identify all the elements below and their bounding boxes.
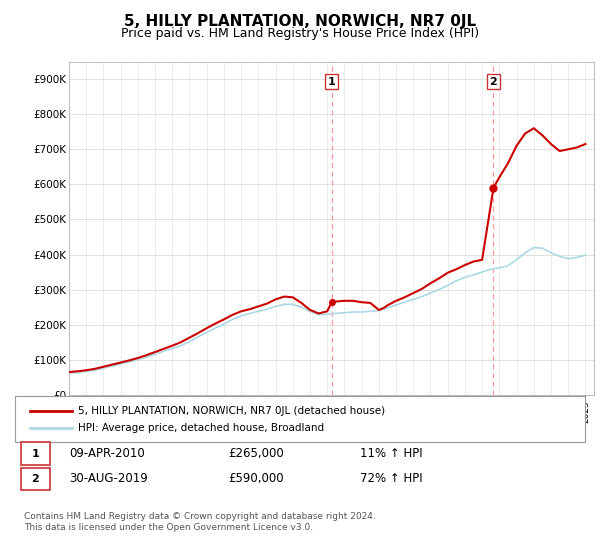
Text: 5, HILLY PLANTATION, NORWICH, NR7 0JL (detached house): 5, HILLY PLANTATION, NORWICH, NR7 0JL (d… [78,405,385,416]
Text: 30-AUG-2019: 30-AUG-2019 [69,472,148,486]
Text: Contains HM Land Registry data © Crown copyright and database right 2024.
This d: Contains HM Land Registry data © Crown c… [24,512,376,532]
Text: HPI: Average price, detached house, Broadland: HPI: Average price, detached house, Broa… [78,423,324,433]
Text: 1: 1 [32,449,39,459]
Text: 1: 1 [328,77,336,87]
Text: 09-APR-2010: 09-APR-2010 [69,447,145,460]
Text: 11% ↑ HPI: 11% ↑ HPI [360,447,422,460]
Text: £590,000: £590,000 [228,472,284,486]
Text: 2: 2 [490,77,497,87]
Text: 2: 2 [32,474,39,484]
Text: 5, HILLY PLANTATION, NORWICH, NR7 0JL: 5, HILLY PLANTATION, NORWICH, NR7 0JL [124,14,476,29]
Text: £265,000: £265,000 [228,447,284,460]
Text: Price paid vs. HM Land Registry's House Price Index (HPI): Price paid vs. HM Land Registry's House … [121,27,479,40]
Text: 72% ↑ HPI: 72% ↑ HPI [360,472,422,486]
